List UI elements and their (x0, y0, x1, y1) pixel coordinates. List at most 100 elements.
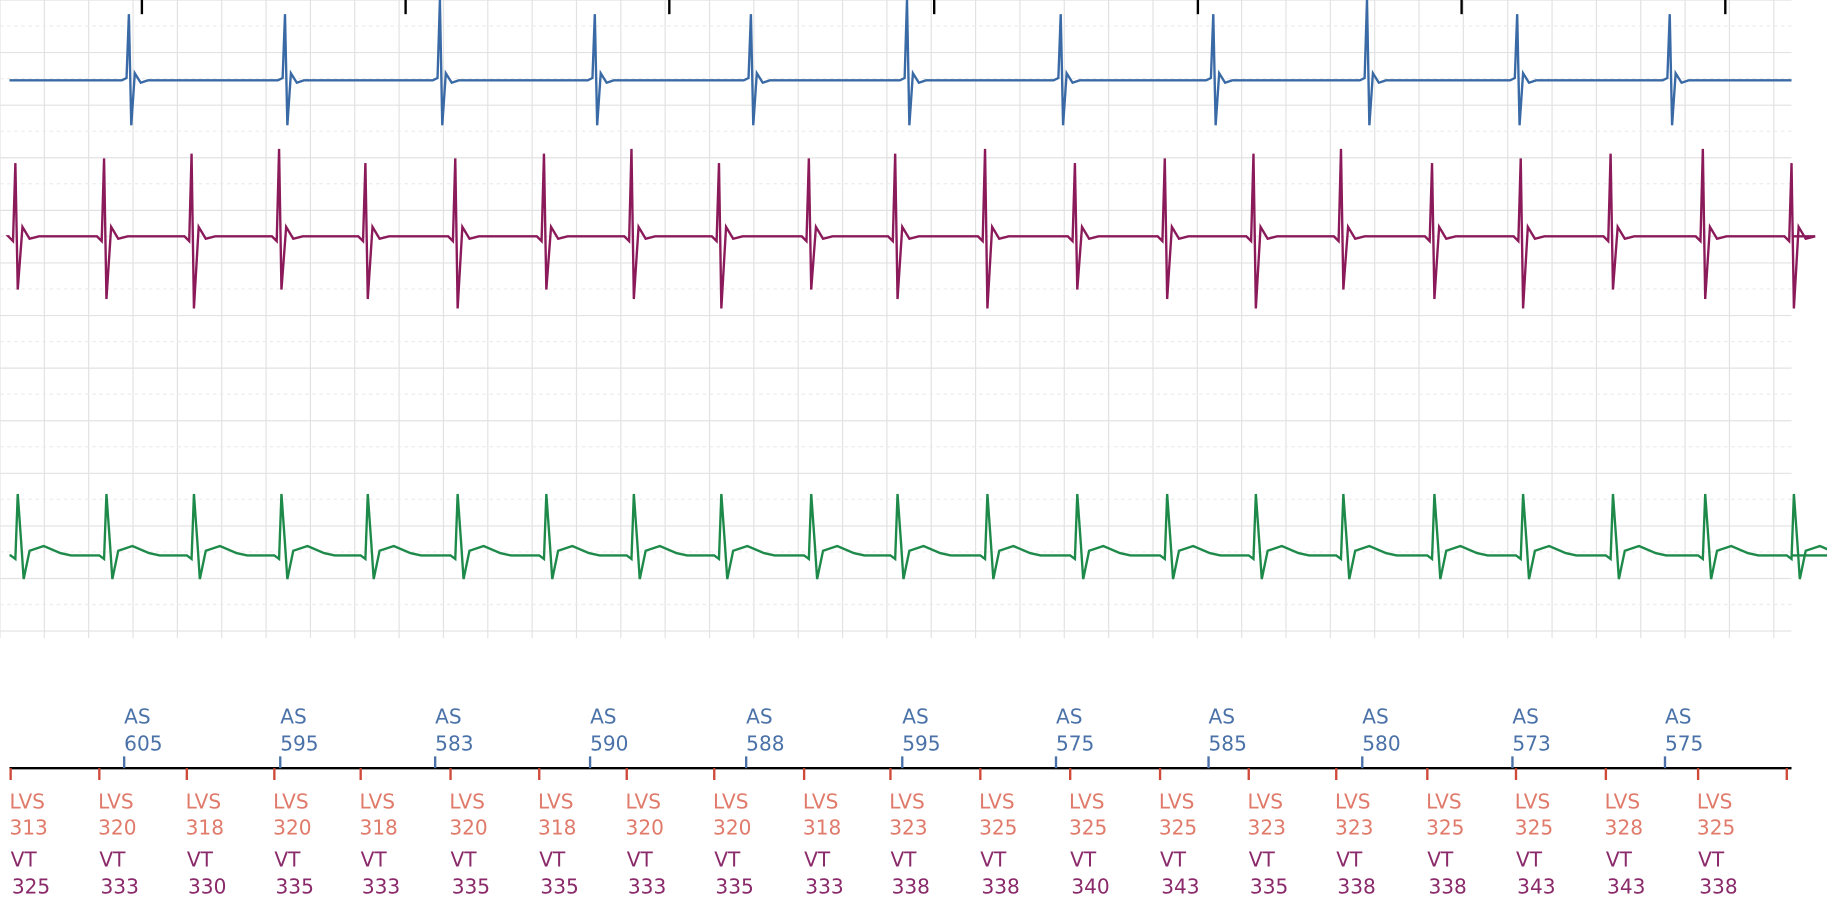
vt-label: VT (890, 847, 917, 871)
vt-interval: 325 (12, 874, 50, 897)
lvs-interval: 320 (713, 815, 751, 839)
lvs-label: LVS (1335, 789, 1370, 813)
vt-interval: 335 (452, 874, 490, 897)
as-interval: 575 (1665, 731, 1703, 755)
lvs-label: LVS (1697, 789, 1732, 813)
lvs-label: LVS (1069, 789, 1104, 813)
lvs-interval: 328 (1605, 815, 1643, 839)
lvs-interval: 318 (803, 815, 841, 839)
vt-label: VT (1336, 847, 1363, 871)
rv-trace (9, 493, 1827, 580)
as-label: AS (1665, 704, 1691, 728)
grid (0, 0, 1792, 639)
vt-interval: 338 (1337, 874, 1375, 897)
lvs-interval: 325 (1069, 815, 1107, 839)
lvs-interval: 313 (9, 815, 47, 839)
lvs-label: LVS (186, 789, 221, 813)
vt-interval: 333 (805, 874, 843, 897)
lvs-interval: 320 (273, 815, 311, 839)
vt-label: VT (187, 847, 214, 871)
vt-interval: 343 (1161, 874, 1199, 897)
as-label: AS (902, 704, 928, 728)
lvs-label: LVS (359, 789, 394, 813)
lvs-label: LVS (889, 789, 924, 813)
as-label: AS (124, 704, 150, 728)
vt-interval: 335 (540, 874, 578, 897)
vt-interval: 335 (1250, 874, 1288, 897)
vt-label: VT (804, 847, 831, 871)
vt-label: VT (1698, 847, 1725, 871)
lvs-interval: 325 (1697, 815, 1735, 839)
as-interval: 575 (1056, 731, 1094, 755)
lvs-label: LVS (1159, 789, 1194, 813)
lvs-interval: 325 (1515, 815, 1553, 839)
lvs-label: LVS (98, 789, 133, 813)
lvs-label: LVS (273, 789, 308, 813)
vt-interval: 335 (276, 874, 314, 897)
lvs-interval: 325 (979, 815, 1017, 839)
vt-label: VT (1070, 847, 1097, 871)
lvs-label: LVS (803, 789, 838, 813)
lvs-label: LVS (979, 789, 1014, 813)
lvs-label: LVS (626, 789, 661, 813)
as-label: AS (280, 704, 306, 728)
as-label: AS (1362, 704, 1388, 728)
as-interval: 595 (902, 731, 940, 755)
vt-label: VT (1606, 847, 1633, 871)
as-label: AS (590, 704, 616, 728)
vt-interval: 333 (628, 874, 666, 897)
as-interval: 595 (280, 731, 318, 755)
as-label: AS (1056, 704, 1082, 728)
vt-label: VT (274, 847, 301, 871)
as-label: AS (435, 704, 461, 728)
lvs-interval: 320 (449, 815, 487, 839)
lvs-interval: 323 (1335, 815, 1373, 839)
lvs-label: LVS (1515, 789, 1550, 813)
as-interval: 580 (1362, 731, 1400, 755)
vt-interval: 338 (981, 874, 1019, 897)
as-label: AS (1209, 704, 1235, 728)
vt-label: VT (1249, 847, 1276, 871)
lvs-interval: 318 (186, 815, 224, 839)
lvs-interval: 323 (1248, 815, 1286, 839)
vt-interval: 343 (1607, 874, 1645, 897)
vt-interval: 330 (188, 874, 226, 897)
vt-label: VT (11, 847, 38, 871)
lvs-label: LVS (538, 789, 573, 813)
vt-interval: 338 (1699, 874, 1737, 897)
as-label: AS (1512, 704, 1538, 728)
lvs-interval: 325 (1159, 815, 1197, 839)
traces (5, 0, 1827, 580)
lv-trace (5, 148, 1816, 309)
vt-interval: 343 (1517, 874, 1555, 897)
lvs-label: LVS (713, 789, 748, 813)
lvs-interval: 323 (889, 815, 927, 839)
vt-interval: 340 (1071, 874, 1109, 897)
vt-interval: 333 (101, 874, 139, 897)
lvs-label: LVS (1605, 789, 1640, 813)
vt-label: VT (714, 847, 741, 871)
vt-label: VT (99, 847, 126, 871)
markers: AS 605 AS 595 AS 583 AS 590 AS 588 AS 595 AS 575 AS 585… (9, 704, 1788, 897)
vt-label: VT (1160, 847, 1187, 871)
lvs-interval: 318 (359, 815, 397, 839)
vt-interval: 338 (1428, 874, 1466, 897)
vt-interval: 333 (362, 874, 400, 897)
as-interval: 573 (1512, 731, 1550, 755)
as-interval: 583 (435, 731, 473, 755)
vt-interval: 338 (892, 874, 930, 897)
lvs-interval: 318 (538, 815, 576, 839)
as-interval: 588 (746, 731, 784, 755)
vt-label: VT (539, 847, 566, 871)
vt-label: VT (451, 847, 478, 871)
vt-label: VT (1516, 847, 1543, 871)
vt-interval: 335 (715, 874, 753, 897)
lvs-label: LVS (1426, 789, 1461, 813)
as-interval: 590 (590, 731, 628, 755)
as-interval: 605 (124, 731, 162, 755)
as-interval: 585 (1209, 731, 1247, 755)
vt-label: VT (361, 847, 388, 871)
lvs-interval: 320 (626, 815, 664, 839)
